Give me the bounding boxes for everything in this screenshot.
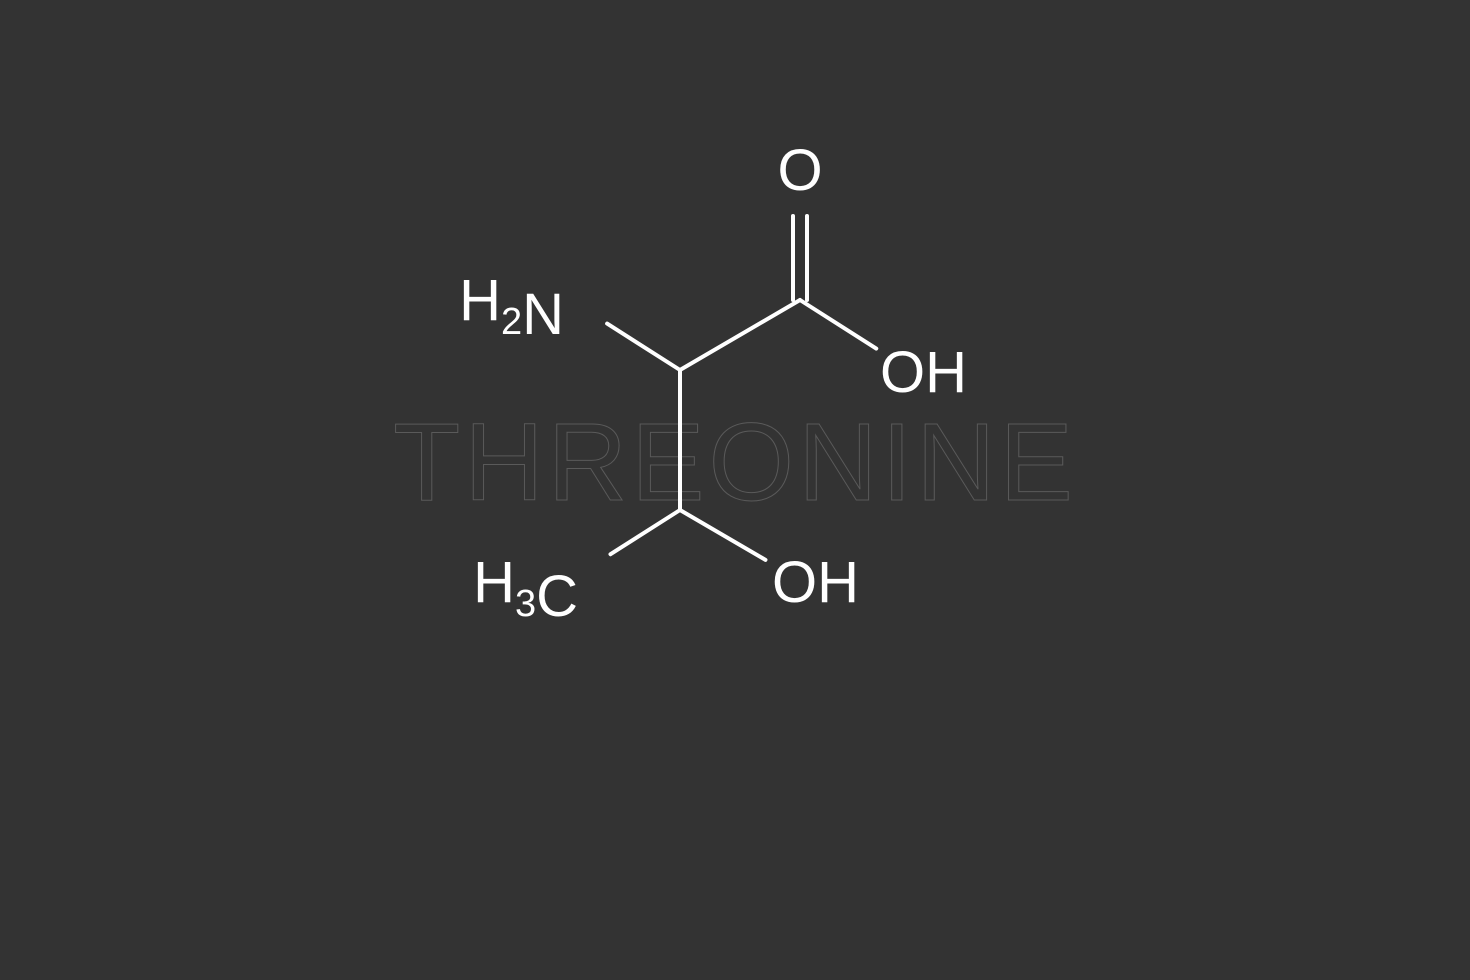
bond-single	[680, 300, 800, 370]
label-oh-carboxyl: OH	[880, 340, 967, 405]
bond-single	[800, 300, 876, 349]
molecule-svg: THREONINE H2N O OH H3C OH	[0, 0, 1470, 980]
watermark-text: THREONINE	[393, 401, 1077, 524]
bond-single	[607, 324, 680, 370]
label-h2n: H2N	[459, 268, 564, 347]
label-h3c: H3C	[473, 550, 578, 629]
atom-labels-group: H2N O OH H3C OH	[459, 138, 967, 629]
diagram-stage: THREONINE H2N O OH H3C OH	[0, 0, 1470, 980]
label-o-double: O	[777, 138, 822, 203]
label-oh-beta: OH	[772, 550, 859, 615]
